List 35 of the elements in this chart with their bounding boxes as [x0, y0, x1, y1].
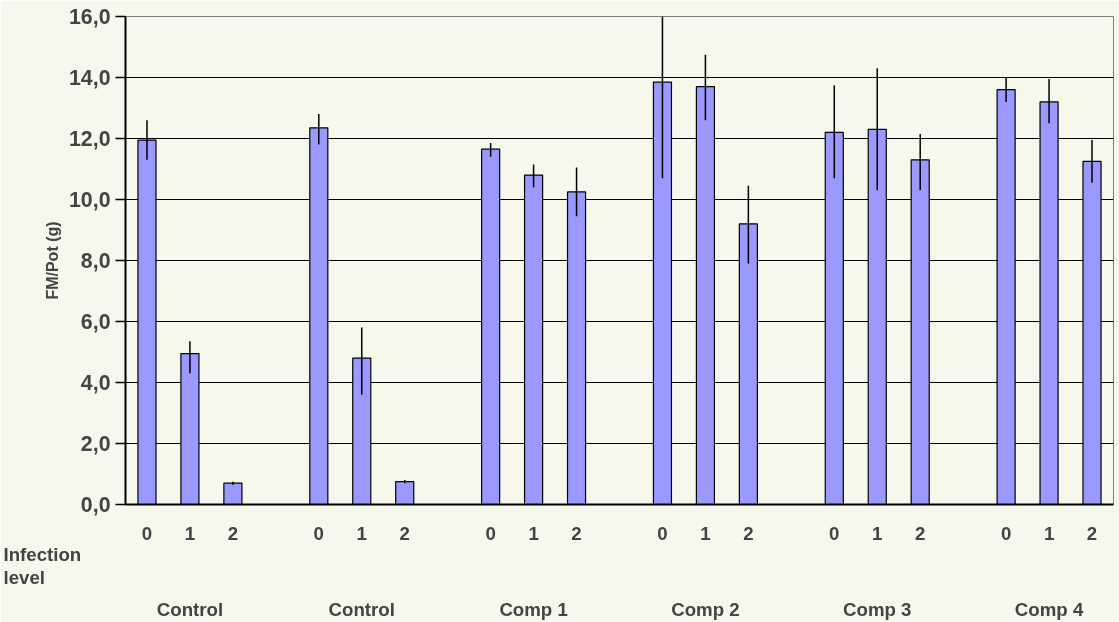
x-tick-label: 2	[743, 522, 754, 544]
x-tick-label: 1	[700, 522, 711, 544]
x-tick-label: 0	[829, 522, 840, 544]
y-tick-label: 8,0	[80, 249, 111, 273]
x-tick-label: 1	[872, 522, 883, 544]
y-tick-label: 4,0	[80, 371, 111, 395]
x-tick-label: 2	[399, 522, 410, 544]
x-tick-label: 1	[356, 522, 367, 544]
y-tick-label: 6,0	[80, 310, 111, 334]
x-tick-label: 1	[528, 522, 539, 544]
text: Comp 1	[499, 598, 568, 620]
x-tick-label: 0	[141, 522, 153, 544]
text: Comp 3	[843, 598, 912, 620]
text: Control	[156, 598, 224, 620]
x-tick-label: 2	[915, 522, 926, 544]
x-tick-label: 0	[657, 522, 668, 544]
x-tick-label: 0	[313, 522, 325, 544]
y-tick-label: 16,0	[68, 5, 111, 29]
x-tick-label: 1	[1043, 522, 1055, 544]
y-tick-label: 12,0	[68, 127, 111, 151]
x-tick-label: 2	[571, 522, 582, 544]
text: Control	[328, 598, 395, 620]
y-tick-label: 14,0	[68, 66, 111, 90]
x-tick-label: 1	[184, 522, 196, 544]
y-tick-label: 10,0	[68, 188, 111, 212]
y-tick-label: 2,0	[80, 432, 111, 456]
y-axis-title: FM/Pot (g)	[43, 221, 61, 300]
text: Comp 2	[671, 598, 740, 620]
x-tick-label: 2	[227, 522, 239, 544]
text: Comp 4	[1014, 598, 1084, 620]
y-tick-label: 0,0	[80, 493, 111, 517]
x-tick-label: 0	[1000, 522, 1012, 544]
x-tick-label: 2	[1086, 522, 1098, 544]
x-axis-title: Infection level	[3, 544, 82, 589]
x-tick-label: 0	[485, 522, 496, 544]
